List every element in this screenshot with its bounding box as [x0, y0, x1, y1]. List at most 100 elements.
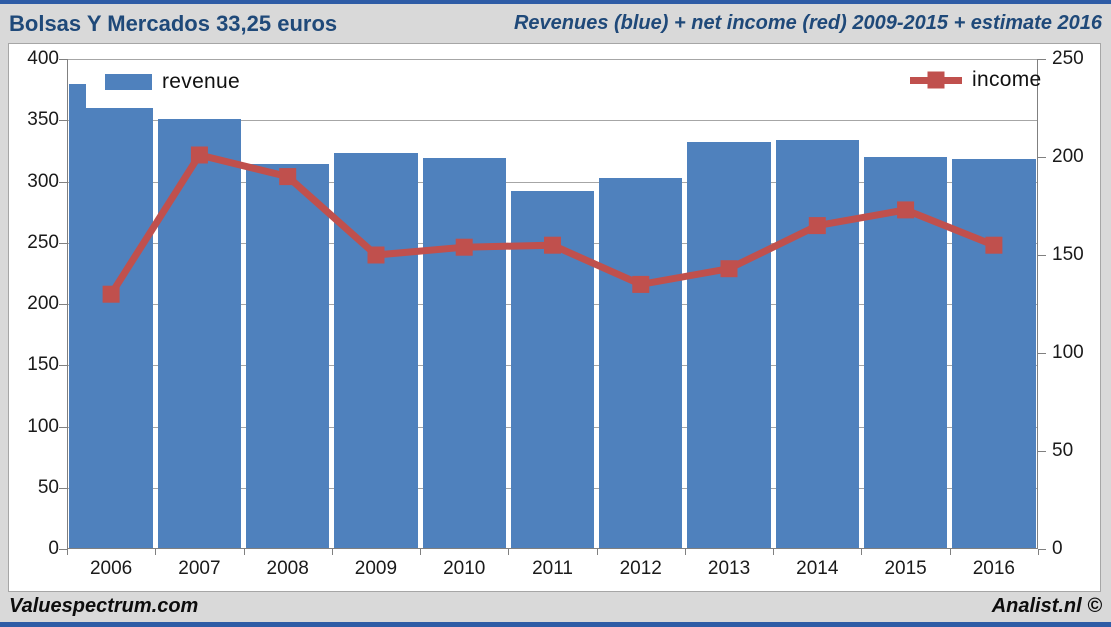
- legend-income: income: [910, 68, 1042, 92]
- income-swatch-icon: [910, 71, 962, 89]
- watermark-analist: Analist.nl ©: [991, 595, 1102, 617]
- left-axis-tick: [59, 242, 67, 244]
- income-marker-2013: [720, 260, 738, 278]
- gridline-300: [67, 181, 1038, 183]
- income-marker-icon: [927, 71, 945, 89]
- right-axis-tick: [1038, 353, 1046, 354]
- x-axis-label-2015: 2015: [884, 558, 927, 579]
- income-marker-2006: [102, 285, 120, 303]
- income-marker-2010: [455, 238, 473, 256]
- right-axis-line: [1037, 59, 1038, 549]
- x-axis-tick: [155, 549, 157, 555]
- left-axis-label-150: 150: [27, 354, 59, 376]
- left-axis-tick: [59, 304, 67, 305]
- x-axis-tick: [596, 549, 598, 555]
- right-axis-tick: [1038, 549, 1046, 550]
- header: Bolsas Y Mercados 33,25 euros Revenues (…: [0, 4, 1111, 43]
- x-axis-label-2013: 2013: [707, 558, 751, 579]
- bar-2006: [69, 108, 153, 549]
- income-line: [108, 151, 996, 297]
- left-axis-label-0: 0: [48, 538, 59, 559]
- x-axis-label-2007: 2007: [178, 558, 221, 579]
- footer: Valuespectrum.com Analist.nl ©: [0, 592, 1111, 622]
- gridline-350: [67, 120, 1038, 122]
- x-axis-label-2011: 2011: [532, 558, 573, 579]
- right-axis-label-50: 50: [1052, 440, 1074, 461]
- left-axis-tick: [59, 59, 67, 60]
- watermark-valuespectrum: Valuespectrum.com: [9, 595, 199, 617]
- income-line-layer: [102, 146, 1003, 303]
- x-axis-label-2008: 2008: [266, 558, 309, 579]
- bar-2014: [775, 139, 859, 549]
- left-axis-tick: [59, 426, 67, 428]
- right-axis-tick: [1038, 157, 1046, 158]
- x-axis-tick: [949, 549, 951, 555]
- left-axis-tick: [59, 487, 67, 489]
- x-axis-tick: [861, 549, 863, 555]
- x-axis-tick: [1038, 549, 1039, 555]
- bottom-edge-strip: [0, 622, 1111, 627]
- right-axis-tick: [1038, 59, 1046, 60]
- bar-2012: [599, 177, 683, 549]
- x-axis-label-2010: 2010: [443, 558, 486, 579]
- bar-2009: [334, 153, 418, 549]
- income-marker-2007: [190, 146, 208, 164]
- bar-2013: [687, 142, 771, 549]
- left-axis-label-350: 350: [27, 109, 59, 131]
- bar-2007: [157, 119, 242, 549]
- left-axis-label-100: 100: [27, 415, 59, 437]
- chart-subtitle: Revenues (blue) + net income (red) 2009-…: [513, 12, 1102, 34]
- right-axis-tick: [1038, 255, 1046, 256]
- plot-area: revenue income: [67, 59, 1041, 549]
- left-axis-label-300: 300: [27, 170, 59, 192]
- left-axis-tick: [59, 549, 67, 550]
- chart-object: revenue income 400 350 300 250 200 150 100 50 0 2…: [8, 43, 1101, 592]
- bar-2010: [422, 158, 506, 549]
- left-axis-tick: [59, 181, 67, 183]
- left-axis-label-400: 400: [27, 48, 59, 69]
- left-axis-tick: [59, 365, 67, 367]
- bar-2016: [952, 159, 1036, 549]
- right-axis-tick: [1038, 451, 1046, 452]
- left-axis-tick: [59, 120, 67, 122]
- left-axis-label-50: 50: [37, 476, 59, 498]
- gridline-400: [67, 59, 1038, 60]
- income-marker-2015: [897, 201, 915, 219]
- legend-revenue-label: revenue: [162, 70, 240, 93]
- income-marker-2011: [544, 236, 561, 254]
- legend-revenue: revenue: [105, 70, 240, 94]
- income-marker-2014: [808, 217, 826, 235]
- x-axis-tick: [331, 549, 333, 555]
- right-axis-label-250: 250: [1052, 48, 1084, 69]
- income-marker-2012: [632, 275, 650, 293]
- x-axis-label-2012: 2012: [619, 558, 662, 579]
- x-axis-label-2016: 2016: [972, 558, 1015, 579]
- left-axis-label-250: 250: [27, 231, 59, 253]
- x-axis-tick: [67, 549, 68, 555]
- right-axis-label-100: 100: [1052, 342, 1084, 363]
- income-marker-2008: [279, 168, 297, 186]
- bars-layer: [67, 59, 1038, 549]
- right-axis-label-0: 0: [1052, 538, 1063, 559]
- left-axis-line: [67, 59, 68, 549]
- x-axis-tick: [773, 549, 775, 555]
- income-marker-2009: [367, 246, 385, 264]
- top-edge-strip: [0, 0, 1111, 4]
- x-axis-tick: [508, 549, 510, 555]
- left-axis-label-200: 200: [27, 293, 59, 314]
- x-axis-tick: [243, 549, 245, 555]
- right-axis-label-150: 150: [1052, 244, 1084, 265]
- right-axis-label-200: 200: [1052, 146, 1084, 167]
- x-axis-tick: [684, 549, 686, 555]
- bar-2008: [245, 164, 330, 549]
- income-marker-2016: [985, 236, 1003, 254]
- chart-title: Bolsas Y Mercados 33,25 euros: [9, 11, 338, 36]
- x-axis-line: [67, 548, 1038, 549]
- x-axis-tick: [420, 549, 422, 555]
- x-axis-label-2009: 2009: [354, 558, 398, 579]
- x-axis-label-2014: 2014: [796, 558, 839, 579]
- x-axis-label-2006: 2006: [89, 558, 133, 579]
- revenue-swatch-icon: [105, 74, 152, 90]
- legend-income-label: income: [972, 68, 1042, 91]
